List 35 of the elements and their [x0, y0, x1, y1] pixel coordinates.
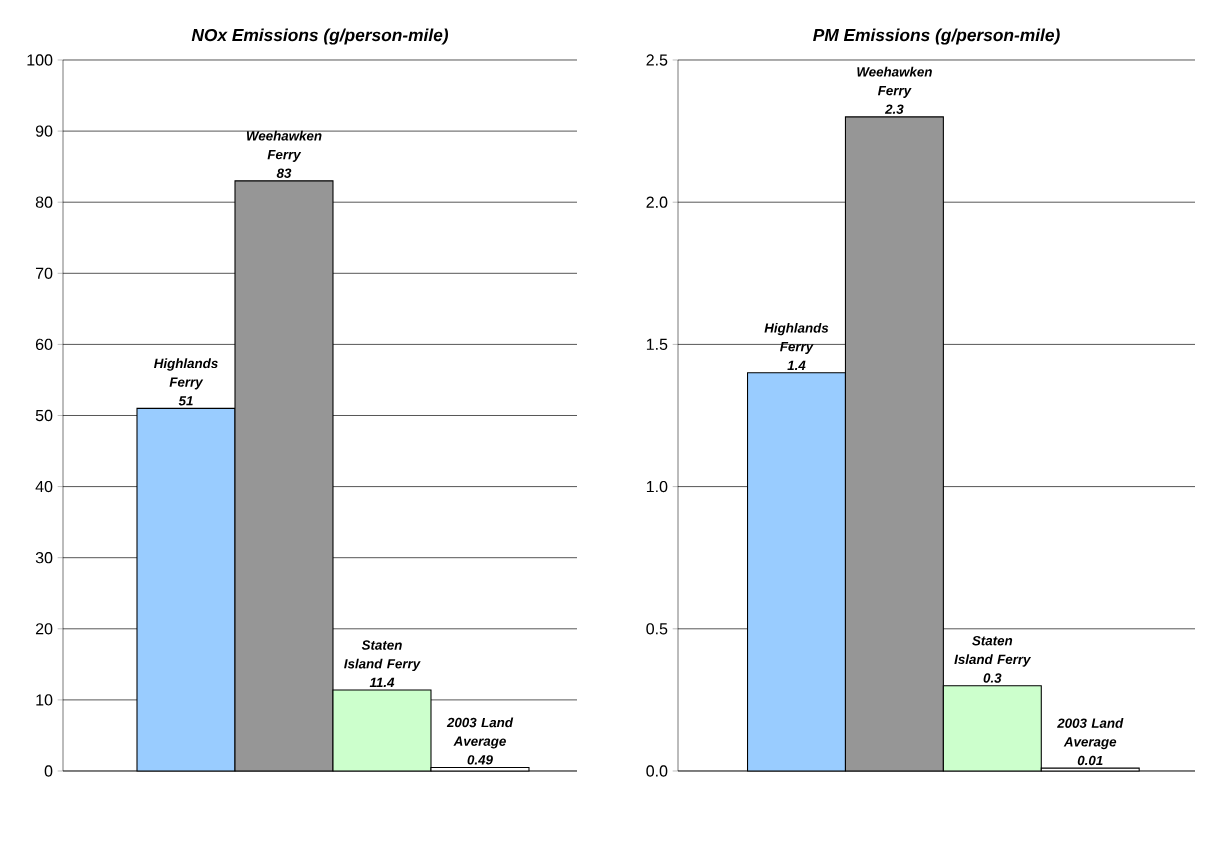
chart-title: NOx Emissions (g/person-mile)	[191, 28, 449, 45]
y-tick-label: 30	[35, 552, 53, 564]
y-tick-label: 1.5	[646, 338, 668, 350]
y-tick-label: 70	[35, 267, 53, 279]
y-tick-label: 40	[35, 480, 53, 493]
x-tick-label: Staten Island Ferry	[344, 640, 421, 672]
y-tick-label: 80	[35, 196, 53, 208]
data-label: 83	[276, 168, 292, 178]
x-tick-label: 2003 Land Average	[446, 717, 514, 749]
y-tick-label: 1.0	[646, 480, 668, 493]
x-tick-label: Highlands Ferry	[764, 322, 829, 354]
y-tick-label: 2.5	[646, 54, 668, 66]
data-label: 2.3	[884, 104, 904, 114]
x-tick-label: Weehawken Ferry	[246, 130, 322, 162]
x-tick-label: Weehawken Ferry	[857, 66, 932, 98]
x-tick-label: Highlands Ferry	[154, 358, 218, 390]
data-label: 0.01	[1077, 755, 1103, 766]
x-tick-label: 2003 Land Average	[1057, 718, 1124, 750]
data-label: 0.49	[467, 755, 493, 765]
y-tick-label: 0.5	[646, 623, 668, 635]
y-tick-label: 60	[35, 338, 53, 351]
data-label: 11.4	[369, 677, 395, 688]
y-tick-label: 0.0	[646, 765, 668, 777]
chart-title: PM Emissions (g/person-mile)	[813, 28, 1060, 45]
y-tick-label: 100	[27, 54, 53, 66]
data-label: 0.3	[983, 673, 1002, 683]
y-tick-label: 10	[36, 694, 53, 706]
y-tick-label: 20	[35, 623, 53, 635]
y-tick-label: 0	[44, 765, 53, 777]
y-tick-label: 2.0	[646, 196, 668, 208]
y-tick-label: 50	[35, 409, 53, 422]
y-tick-label: 90	[35, 125, 53, 137]
x-tick-label: Staten Island Ferry	[954, 635, 1032, 667]
data-label: 1.4	[787, 360, 806, 370]
data-label: 51	[178, 396, 193, 406]
